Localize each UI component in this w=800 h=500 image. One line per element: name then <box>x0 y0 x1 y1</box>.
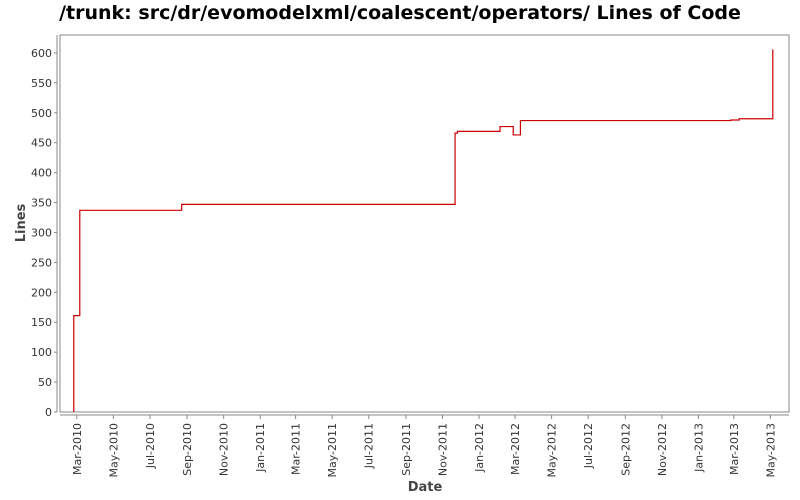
x-tick-label: Jul-2010 <box>144 423 157 469</box>
x-tick-label: Jan-2011 <box>254 423 267 473</box>
y-tick-label: 600 <box>31 47 52 60</box>
x-tick-label: Sep-2010 <box>181 423 194 476</box>
y-tick-label: 550 <box>31 77 52 90</box>
y-tick-label: 150 <box>31 316 52 329</box>
x-tick-label: May-2011 <box>326 423 339 478</box>
y-tick-label: 450 <box>31 137 52 150</box>
y-tick-label: 100 <box>31 346 52 359</box>
x-tick-label: Mar-2010 <box>71 423 84 475</box>
y-axis-title: Lines <box>14 203 29 242</box>
x-tick-label: May-2010 <box>107 423 120 478</box>
x-axis-title: Date <box>408 480 443 495</box>
x-tick-label: Jan-2012 <box>473 423 486 473</box>
x-tick-label: Nov-2010 <box>218 423 231 476</box>
x-axis: Mar-2010 May-2010 Jul-2010 Sep-2010 Nov-2010… <box>71 415 777 478</box>
chart-title: /trunk: src/dr/evomodelxml/coalescent/op… <box>59 2 741 24</box>
y-tick-label: 50 <box>38 376 52 389</box>
x-tick-label: Mar-2012 <box>509 423 522 475</box>
y-tick-label: 300 <box>31 226 52 239</box>
y-tick-label: 350 <box>31 197 52 210</box>
series-line-0 <box>73 49 774 412</box>
x-tick-label: Jul-2012 <box>582 423 595 469</box>
x-tick-label: Nov-2011 <box>436 423 449 476</box>
x-tick-label: May-2013 <box>764 423 777 478</box>
plot-border <box>59 34 790 413</box>
x-tick-label: Mar-2011 <box>290 423 303 475</box>
x-tick-label: Sep-2011 <box>400 423 413 476</box>
x-tick-label: Jan-2013 <box>692 423 705 473</box>
x-tick-label: May-2012 <box>546 423 559 478</box>
x-tick-label: Sep-2012 <box>619 423 632 476</box>
x-tick-label: Nov-2012 <box>656 423 669 476</box>
series-layer <box>73 49 774 412</box>
y-tick-label: 0 <box>45 406 52 419</box>
y-tick-label: 400 <box>31 167 52 180</box>
y-tick-label: 200 <box>31 286 52 299</box>
plot-area <box>56 34 790 416</box>
y-tick-label: 250 <box>31 256 52 269</box>
x-tick-label: Mar-2013 <box>728 423 741 475</box>
y-axis: 0 50 100 150 200 250 300 350 400 450 500 550 600 <box>31 47 57 419</box>
x-tick-label: Jul-2011 <box>363 423 376 469</box>
y-tick-label: 500 <box>31 107 52 120</box>
